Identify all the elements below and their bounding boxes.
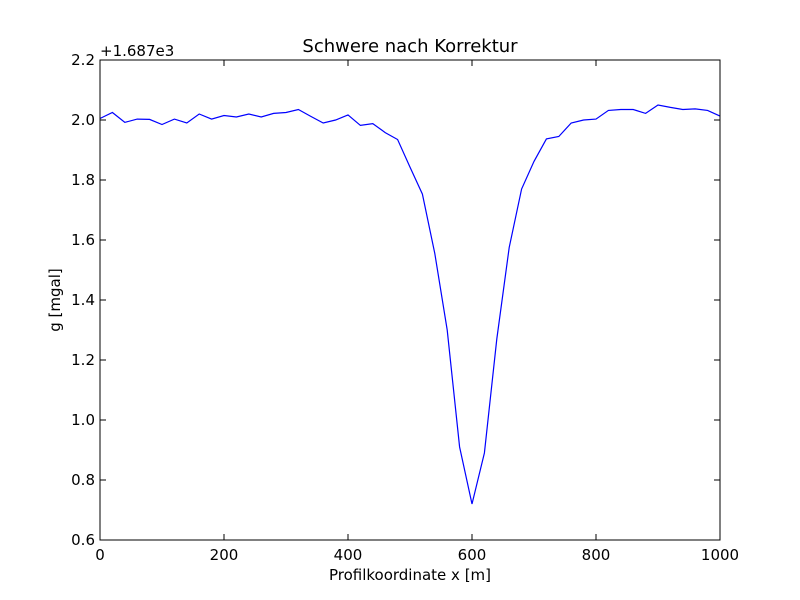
y-tick-label: 2.2 [71,51,95,69]
x-tick-label: 200 [210,546,239,564]
y-offset-label: +1.687e3 [100,42,174,60]
y-tick-label: 1.2 [71,351,95,369]
x-tick-label: 400 [334,546,363,564]
y-tick-label: 1.4 [71,291,95,309]
y-tick-label: 2.0 [71,111,95,129]
x-tick-label: 1000 [701,546,739,564]
x-tick-label: 800 [582,546,611,564]
y-tick-label: 1.0 [71,411,95,429]
series [99,104,721,505]
y-tick-label: 0.6 [71,531,95,549]
y-tick-label: 1.6 [71,231,95,249]
x-tick-label: 600 [458,546,487,564]
plot-frame [99,59,721,541]
tick-labels: 0 200 400 600 800 1000 0.6 0.8 1.0 1.2 1.4 1.6 1.8 2.… [71,51,739,564]
chart-title: Schwere nach Korrektur [302,36,518,57]
series-line [99,104,721,505]
y-tick-label: 1.8 [71,171,95,189]
y-axis-label: g [mgal] [46,268,64,332]
x-axis-label: Profilkoordinate x [m] [329,566,491,584]
x-tick-label: 0 [95,546,105,564]
plot-background [100,60,720,540]
y-tick-label: 0.8 [71,471,95,489]
